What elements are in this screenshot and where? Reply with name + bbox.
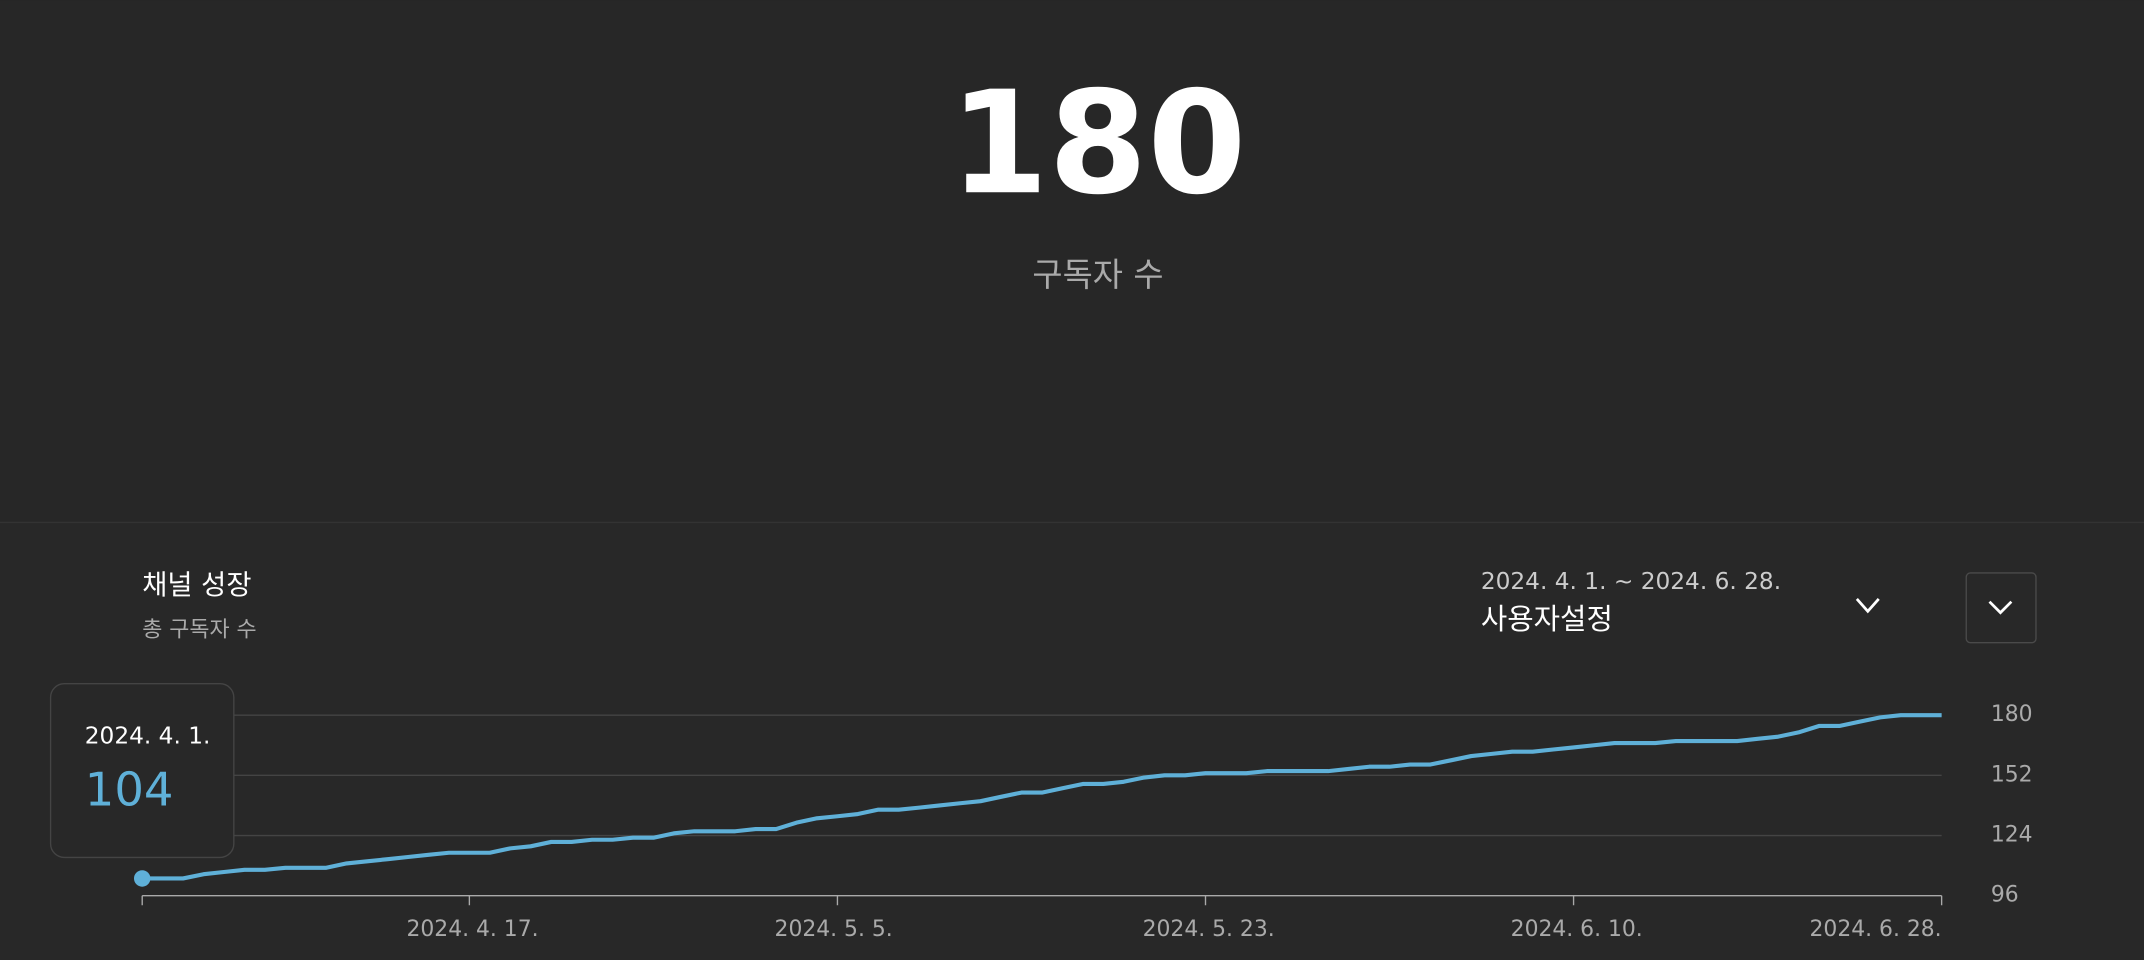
hover-dot	[134, 870, 151, 887]
big-number: 180	[950, 60, 1247, 226]
range-preset[interactable]: 사용자설정	[1481, 602, 1613, 636]
x-tick-label: 2024. 5. 23.	[1143, 917, 1275, 942]
tooltip-value: 104	[85, 763, 174, 817]
tooltip-box	[49, 683, 235, 859]
y-tick-label: 152	[1991, 762, 2033, 787]
y-tick-label: 180	[1991, 702, 2033, 727]
range-dropdown-icon[interactable]	[1855, 598, 1880, 614]
x-tick-label: 2024. 6. 28.	[1810, 917, 1942, 942]
x-tick-label: 2024. 4. 17.	[406, 917, 538, 942]
tooltip-date: 2024. 4. 1.	[85, 723, 211, 750]
date-range[interactable]: 2024. 4. 1. ~ 2024. 6. 28.	[1481, 568, 1781, 595]
chart-title: 채널 성장	[142, 570, 251, 601]
x-tick-label: 2024. 6. 10.	[1511, 917, 1643, 942]
chart-subtitle: 총 구독자 수	[142, 617, 256, 642]
options-icon[interactable]	[1988, 600, 2013, 615]
y-tick-label: 124	[1991, 823, 2033, 848]
plot: 96 124 152 180 2024. 4. 17. 2024. 5. 5. 2024. …	[134, 702, 2033, 942]
x-tick-label: 2024. 5. 5.	[775, 917, 893, 942]
options-button[interactable]	[1965, 572, 2037, 644]
big-label: 구독자 수	[1032, 256, 1163, 294]
series-line	[142, 713, 1942, 881]
header-bg	[0, 0, 2144, 522]
y-tick-label: 96	[1991, 883, 2019, 908]
tooltip: 2024. 4. 1. 104	[49, 683, 235, 859]
